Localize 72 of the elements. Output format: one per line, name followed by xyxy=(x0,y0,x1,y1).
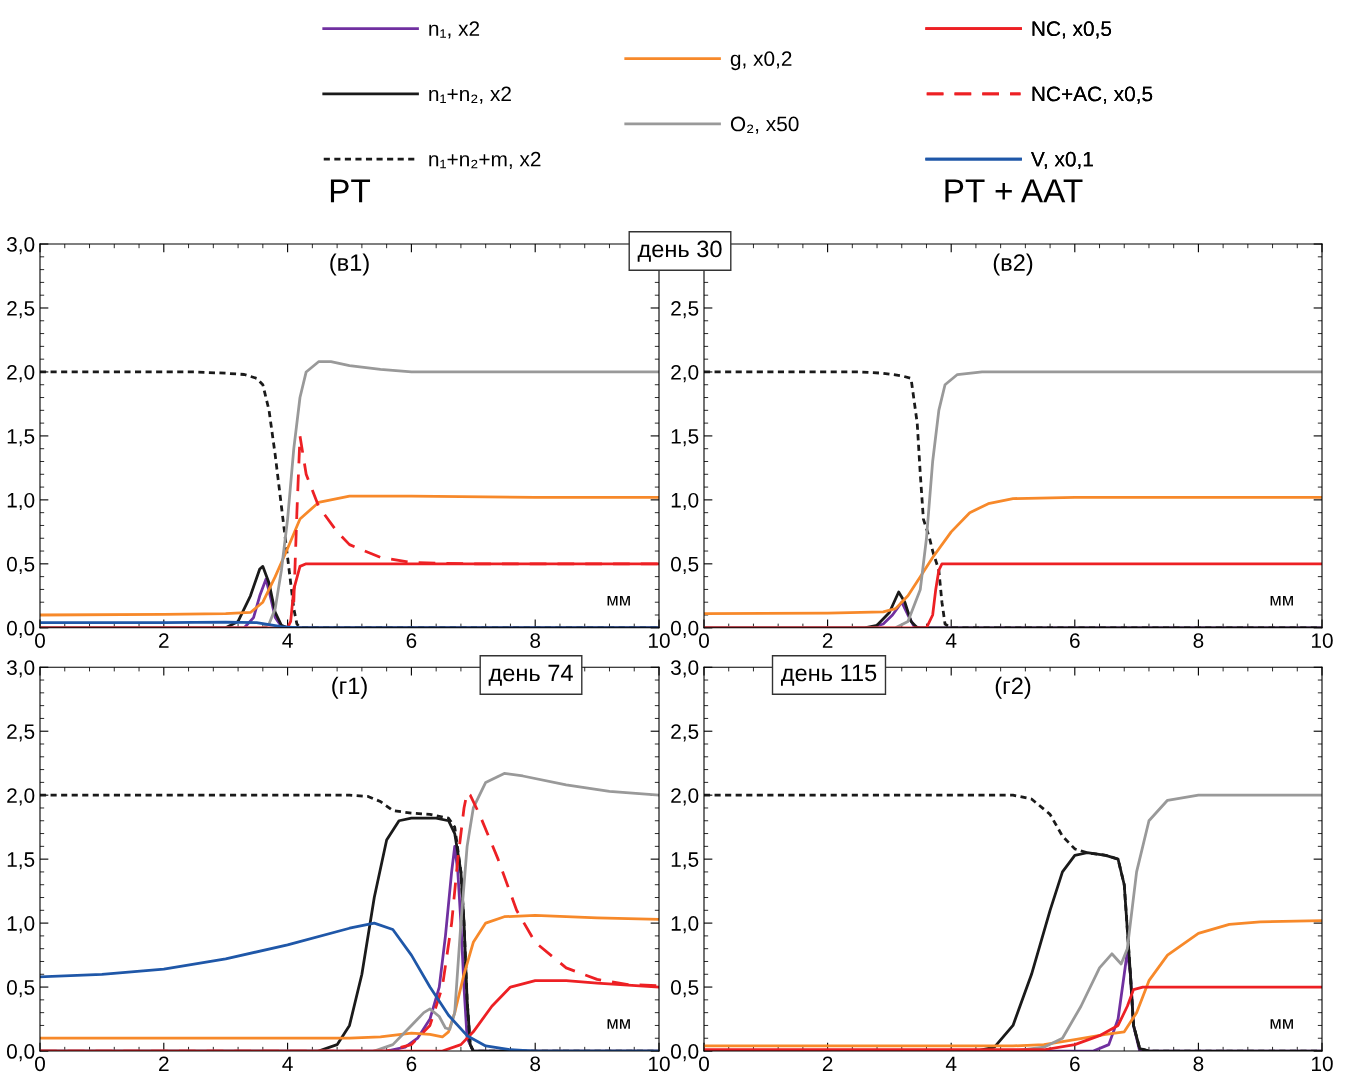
y-tick-label: 2,5 xyxy=(7,300,35,319)
legend-label: g, x0,2 xyxy=(730,51,792,71)
chart-title: PT + AAT xyxy=(945,179,1083,203)
annotation: день 30 xyxy=(637,240,722,262)
x-tick-label: 0 xyxy=(35,1056,45,1072)
x-tick-label: 2 xyxy=(822,633,833,648)
legend-label: n₁+n₂, x2 xyxy=(429,86,511,104)
legend-label: NC, x0,5 xyxy=(1032,21,1112,39)
y-tick-label: 0,5 xyxy=(670,556,699,575)
x-tick-label: 0 xyxy=(699,633,709,648)
y-tick-label: 2,0 xyxy=(671,788,699,806)
y-tick-label: 2,5 xyxy=(671,300,699,319)
chart-title: PT xyxy=(330,179,371,203)
x-tick-label: 6 xyxy=(406,633,417,648)
x-tick-label: 0 xyxy=(35,633,45,648)
legend-label: O₂, x50 xyxy=(730,116,799,134)
legend-label: V, x0,1 xyxy=(1031,151,1093,170)
y-tick-label: 1,5 xyxy=(7,429,35,447)
x-tick-label: 10 xyxy=(1312,1056,1333,1072)
chart-subtitle: (в2) xyxy=(993,253,1033,276)
y-tick-label: 0,0 xyxy=(6,620,35,639)
y-tick-label: 1,0 xyxy=(671,916,699,934)
x-axis-title: мм xyxy=(1270,1019,1293,1029)
y-tick-label: 2,0 xyxy=(7,364,35,383)
y-tick-label: 1,0 xyxy=(7,916,35,934)
y-tick-label: 3,0 xyxy=(6,237,35,255)
y-tick-label: 0,0 xyxy=(670,620,699,639)
y-tick-label: 2,5 xyxy=(671,724,699,742)
x-axis-title: мм xyxy=(607,596,630,606)
x-tick-label: 2 xyxy=(822,1056,833,1071)
y-tick-label: 1,0 xyxy=(7,492,35,511)
x-tick-label: 10 xyxy=(649,1056,670,1072)
y-tick-label: 0,5 xyxy=(6,980,35,998)
x-tick-label: 0 xyxy=(699,1056,709,1072)
x-tick-label: 6 xyxy=(1070,633,1080,648)
y-tick-label: 1,5 xyxy=(671,429,699,447)
x-tick-label: 8 xyxy=(1193,633,1204,648)
annotation: день 74 xyxy=(488,664,573,686)
chart-subtitle: (в1) xyxy=(330,253,369,276)
y-tick-label: 1,5 xyxy=(671,852,699,870)
legend-label: n₁+n₂+m, x2 xyxy=(429,151,541,170)
x-tick-label: 4 xyxy=(282,633,293,648)
legend-label: n₁, x2 xyxy=(429,21,480,39)
y-tick-label: 3,0 xyxy=(670,660,699,678)
x-tick-label: 8 xyxy=(530,1056,541,1072)
x-tick-label: 2 xyxy=(159,633,169,648)
x-axis-title: мм xyxy=(1270,596,1293,606)
y-tick-label: 0,5 xyxy=(670,980,699,998)
y-tick-label: 2,5 xyxy=(7,724,35,742)
y-tick-label: 0,5 xyxy=(6,556,35,575)
x-tick-label: 4 xyxy=(945,633,957,648)
x-tick-label: 4 xyxy=(945,1056,957,1071)
x-tick-label: 10 xyxy=(649,633,670,648)
x-tick-label: 8 xyxy=(1193,1056,1204,1072)
x-tick-label: 10 xyxy=(1312,633,1333,648)
chart-subtitle: (г2) xyxy=(995,676,1031,699)
x-tick-label: 8 xyxy=(530,633,541,648)
y-tick-label: 1,5 xyxy=(7,852,35,870)
annotation: день 115 xyxy=(781,664,877,686)
x-axis-title: мм xyxy=(607,1019,630,1029)
y-tick-label: 0,0 xyxy=(6,1044,35,1062)
x-tick-label: 2 xyxy=(159,1056,169,1071)
x-tick-label: 6 xyxy=(406,1056,417,1072)
x-tick-label: 6 xyxy=(1070,1056,1080,1072)
chart-subtitle: (г1) xyxy=(332,676,367,699)
y-tick-label: 1,0 xyxy=(671,492,699,511)
y-tick-label: 3,0 xyxy=(6,660,35,678)
y-tick-label: 2,0 xyxy=(7,788,35,806)
legend-label: NC+AC, x0,5 xyxy=(1032,86,1153,104)
y-tick-label: 0,0 xyxy=(670,1044,699,1062)
y-tick-label: 2,0 xyxy=(671,364,699,383)
x-tick-label: 4 xyxy=(282,1056,293,1071)
